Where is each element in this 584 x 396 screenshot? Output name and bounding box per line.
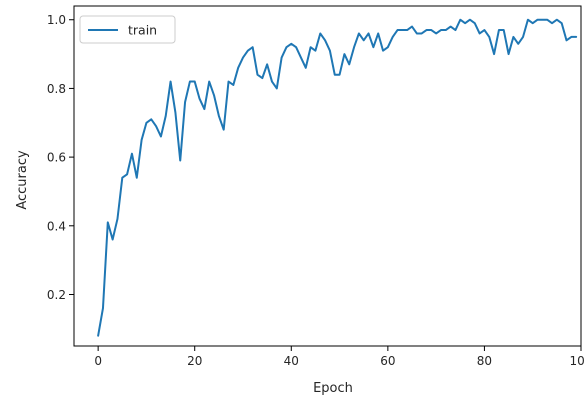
plot-frame: [73, 5, 582, 347]
x-tick-label: 60: [380, 354, 395, 368]
x-tick-label: 100: [570, 354, 584, 368]
plot-area-border: [73, 5, 582, 347]
x-axis-label: Epoch: [313, 381, 353, 396]
legend-label-train: train: [128, 23, 157, 38]
y-axis-ticks: 0.2 0.4 0.6 0.8 1.0: [47, 13, 74, 302]
y-tick-label: 0.2: [47, 288, 66, 302]
x-tick-label: 20: [187, 354, 202, 368]
x-tick-label: 0: [94, 354, 102, 368]
x-axis-ticks: 0 20 40 60 80 100: [94, 346, 584, 368]
x-tick-label: 40: [284, 354, 299, 368]
y-tick-label: 0.4: [47, 219, 66, 233]
legend: train: [79, 15, 176, 44]
series-layer: [97, 18, 578, 337]
legend-box: [79, 15, 176, 44]
y-tick-label: 0.8: [47, 82, 66, 96]
y-tick-label: 1.0: [47, 13, 66, 27]
y-tick-label: 0.6: [47, 151, 66, 165]
y-axis-label: Accuracy: [15, 150, 30, 210]
series-line-train: [97, 18, 578, 337]
x-tick-label: 80: [477, 354, 492, 368]
